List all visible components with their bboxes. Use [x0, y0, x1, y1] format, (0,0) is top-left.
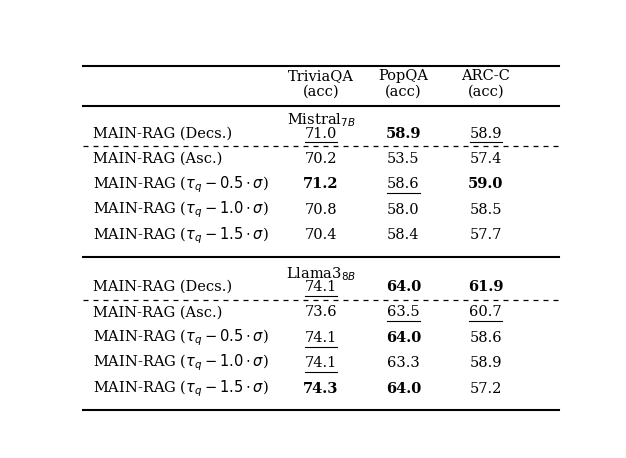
- Text: 70.4: 70.4: [305, 228, 337, 242]
- Text: 70.2: 70.2: [305, 152, 337, 166]
- Text: 71.0: 71.0: [305, 127, 337, 141]
- Text: 73.6: 73.6: [304, 305, 337, 319]
- Text: 57.7: 57.7: [470, 228, 502, 242]
- Text: 61.9: 61.9: [468, 280, 503, 294]
- Text: MAIN-RAG ($\tau_q - 0.5 \cdot \sigma$): MAIN-RAG ($\tau_q - 0.5 \cdot \sigma$): [93, 327, 269, 348]
- Text: MAIN-RAG (Asc.): MAIN-RAG (Asc.): [93, 305, 222, 319]
- Text: 63.5: 63.5: [387, 305, 419, 319]
- Text: 70.8: 70.8: [304, 203, 337, 217]
- Text: MAIN-RAG (Decs.): MAIN-RAG (Decs.): [93, 127, 232, 141]
- Text: 60.7: 60.7: [470, 305, 502, 319]
- Text: 58.9: 58.9: [470, 127, 502, 141]
- Text: ARC-C
(acc): ARC-C (acc): [461, 69, 510, 99]
- Text: Mistral$_{7B}$: Mistral$_{7B}$: [287, 112, 355, 129]
- Text: 58.4: 58.4: [387, 228, 419, 242]
- Text: 63.3: 63.3: [387, 356, 419, 370]
- Text: 57.2: 57.2: [470, 382, 502, 396]
- Text: 58.5: 58.5: [470, 203, 502, 217]
- Text: 74.1: 74.1: [305, 356, 337, 370]
- Text: 53.5: 53.5: [387, 152, 419, 166]
- Text: TriviaQA
(acc): TriviaQA (acc): [288, 69, 354, 99]
- Text: 58.6: 58.6: [470, 331, 502, 345]
- Text: 58.0: 58.0: [387, 203, 419, 217]
- Text: 64.0: 64.0: [386, 280, 421, 294]
- Text: 58.9: 58.9: [386, 127, 421, 141]
- Text: 59.0: 59.0: [468, 177, 503, 191]
- Text: 58.6: 58.6: [387, 177, 419, 191]
- Text: 64.0: 64.0: [386, 382, 421, 396]
- Text: 74.1: 74.1: [305, 280, 337, 294]
- Text: PopQA
(acc): PopQA (acc): [378, 69, 428, 99]
- Text: MAIN-RAG (Asc.): MAIN-RAG (Asc.): [93, 152, 222, 166]
- Text: MAIN-RAG ($\tau_q - 1.0 \cdot \sigma$): MAIN-RAG ($\tau_q - 1.0 \cdot \sigma$): [93, 353, 269, 373]
- Text: 74.3: 74.3: [303, 382, 339, 396]
- Text: 71.2: 71.2: [303, 177, 339, 191]
- Text: 57.4: 57.4: [470, 152, 502, 166]
- Text: 74.1: 74.1: [305, 331, 337, 345]
- Text: 64.0: 64.0: [386, 331, 421, 345]
- Text: Llama3$_{8B}$: Llama3$_{8B}$: [286, 265, 356, 283]
- Text: MAIN-RAG ($\tau_q - 1.0 \cdot \sigma$): MAIN-RAG ($\tau_q - 1.0 \cdot \sigma$): [93, 200, 269, 220]
- Text: 58.9: 58.9: [470, 356, 502, 370]
- Text: MAIN-RAG ($\tau_q - 1.5 \cdot \sigma$): MAIN-RAG ($\tau_q - 1.5 \cdot \sigma$): [93, 225, 269, 245]
- Text: MAIN-RAG (Decs.): MAIN-RAG (Decs.): [93, 280, 232, 294]
- Text: MAIN-RAG ($\tau_q - 0.5 \cdot \sigma$): MAIN-RAG ($\tau_q - 0.5 \cdot \sigma$): [93, 174, 269, 195]
- Text: MAIN-RAG ($\tau_q - 1.5 \cdot \sigma$): MAIN-RAG ($\tau_q - 1.5 \cdot \sigma$): [93, 378, 269, 399]
